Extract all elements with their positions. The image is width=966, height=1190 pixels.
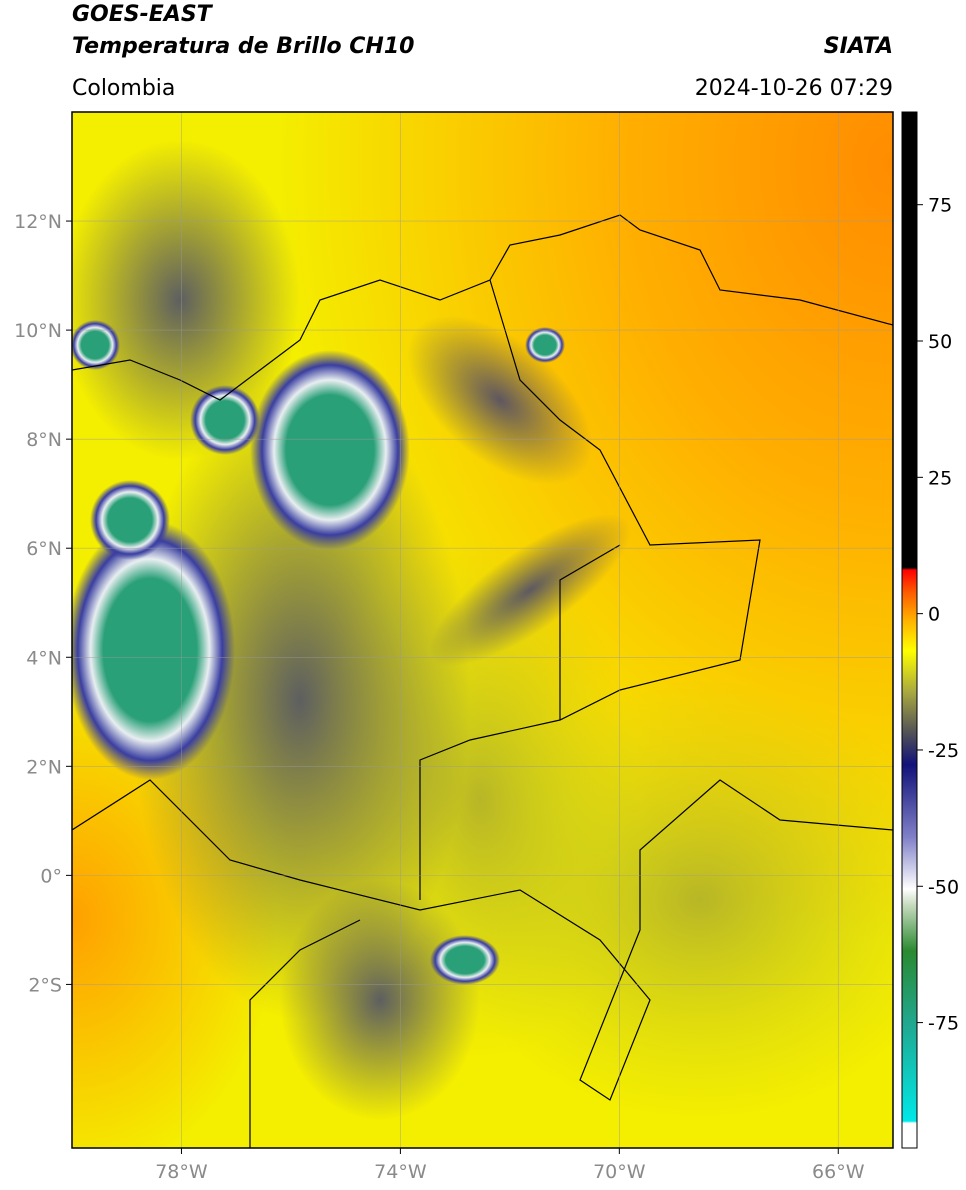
colorbar bbox=[901, 111, 918, 1149]
colorbar-tick-label: 25 bbox=[928, 467, 952, 489]
borders bbox=[72, 214, 893, 1148]
lat-tick-label: 2°S bbox=[28, 974, 62, 996]
lon-tick-label: 70°W bbox=[593, 1161, 646, 1183]
colorbar-tick-label: 0 bbox=[928, 604, 940, 626]
region: Colombia bbox=[72, 76, 175, 101]
lon-tick-label: 66°W bbox=[812, 1161, 865, 1183]
title: GOES-EAST bbox=[72, 2, 214, 27]
lat-tick-label: 2°N bbox=[26, 756, 62, 778]
lat-tick-label: 0° bbox=[40, 865, 62, 887]
lat-tick-label: 6°N bbox=[26, 538, 62, 560]
colorbar-tick-label: 75 bbox=[928, 195, 952, 217]
lat-tick-label: 4°N bbox=[26, 647, 62, 669]
colorbar-tick-label: 50 bbox=[928, 331, 952, 353]
map-frame bbox=[71, 111, 894, 1149]
lat-tick-label: 8°N bbox=[26, 429, 62, 451]
source: SIATA bbox=[824, 34, 893, 59]
imagery bbox=[72, 112, 893, 1148]
colorbar-tick-label: -50 bbox=[928, 876, 959, 898]
lat-tick-label: 12°N bbox=[14, 211, 62, 233]
lon-tick-label: 74°W bbox=[374, 1161, 427, 1183]
lon-tick-label: 78°W bbox=[155, 1161, 208, 1183]
lat-tick-label: 10°N bbox=[14, 320, 62, 342]
colorbar-tick-label: -25 bbox=[928, 740, 959, 762]
colorbar-tick-label: -75 bbox=[928, 1013, 959, 1035]
subtitle: Temperatura de Brillo CH10 bbox=[72, 34, 414, 59]
timestamp: 2024-10-26 07:29 bbox=[695, 76, 893, 101]
